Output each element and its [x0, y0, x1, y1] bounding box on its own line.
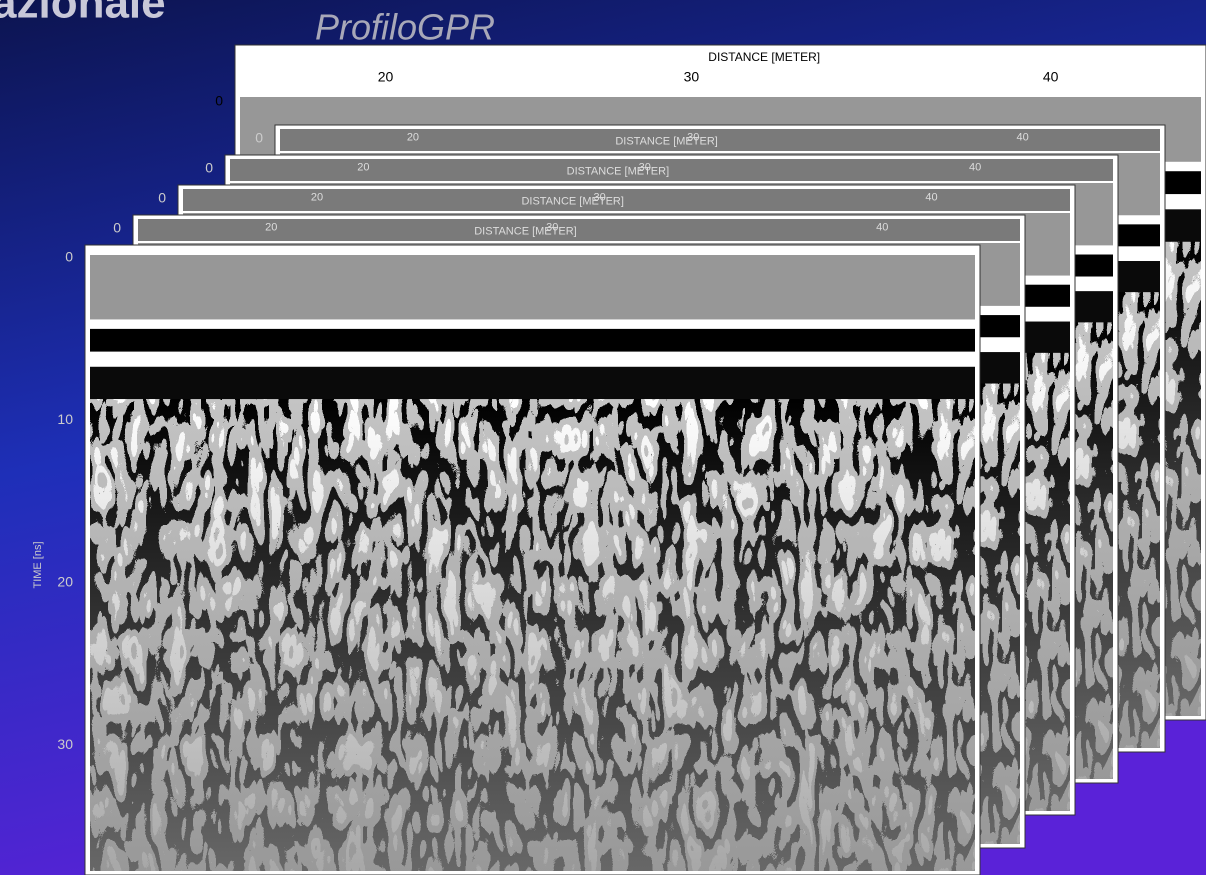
y-tick-label: 0 — [158, 190, 166, 206]
x-axis-label: DISTANCE [METER] — [567, 166, 669, 178]
slide-title: azionale — [0, 0, 166, 28]
x-tick-label: 40 — [1016, 132, 1028, 144]
x-tick-label: 30 — [546, 222, 558, 234]
x-tick-label: 20 — [378, 69, 394, 85]
y-tick-label: 0 — [205, 160, 213, 176]
x-tick-label: 40 — [1043, 69, 1059, 85]
x-axis-label: DISTANCE [METER] — [474, 226, 576, 238]
x-tick-label: 30 — [684, 69, 700, 85]
y-tick-label: 0 — [255, 130, 263, 146]
x-tick-label: 20 — [357, 162, 369, 174]
y-axis-label: TIME [ns] — [32, 541, 44, 588]
y-tick-label: 0 — [215, 93, 223, 109]
x-tick-label: 40 — [876, 222, 888, 234]
profile: 0 10 20 30 TIME [ns] — [32, 245, 980, 875]
x-axis-label: DISTANCE [METER] — [708, 50, 820, 64]
x-tick-label: 20 — [407, 132, 419, 144]
radargram — [90, 255, 975, 871]
x-tick-label: 30 — [639, 162, 651, 174]
x-axis-label: DISTANCE [METER] — [615, 136, 717, 148]
y-tick-label: 10 — [57, 411, 73, 427]
y-tick-label: 30 — [57, 736, 73, 752]
x-tick-label: 40 — [925, 192, 937, 204]
x-axis-label: DISTANCE [METER] — [521, 196, 623, 208]
y-tick-label: 0 — [65, 249, 73, 265]
page: {"header": {"title": "azionale", "subtit… — [0, 0, 1206, 875]
slide-subtitle: ProfiloGPR — [315, 7, 495, 48]
x-tick-label: 30 — [687, 132, 699, 144]
x-tick-label: 40 — [969, 162, 981, 174]
y-tick-label: 0 — [113, 220, 121, 236]
x-tick-label: 20 — [265, 222, 277, 234]
profile-stack: DISTANCE [METER] 20 30 40 0 DISTANCE [METER] 2… — [32, 45, 1206, 875]
x-tick-label: 30 — [593, 192, 605, 204]
y-tick-label: 20 — [57, 574, 73, 590]
x-tick-label: 20 — [311, 192, 323, 204]
slide: azionale ProfiloGPR DISTANCE [METER] 20 30… — [0, 0, 1206, 875]
